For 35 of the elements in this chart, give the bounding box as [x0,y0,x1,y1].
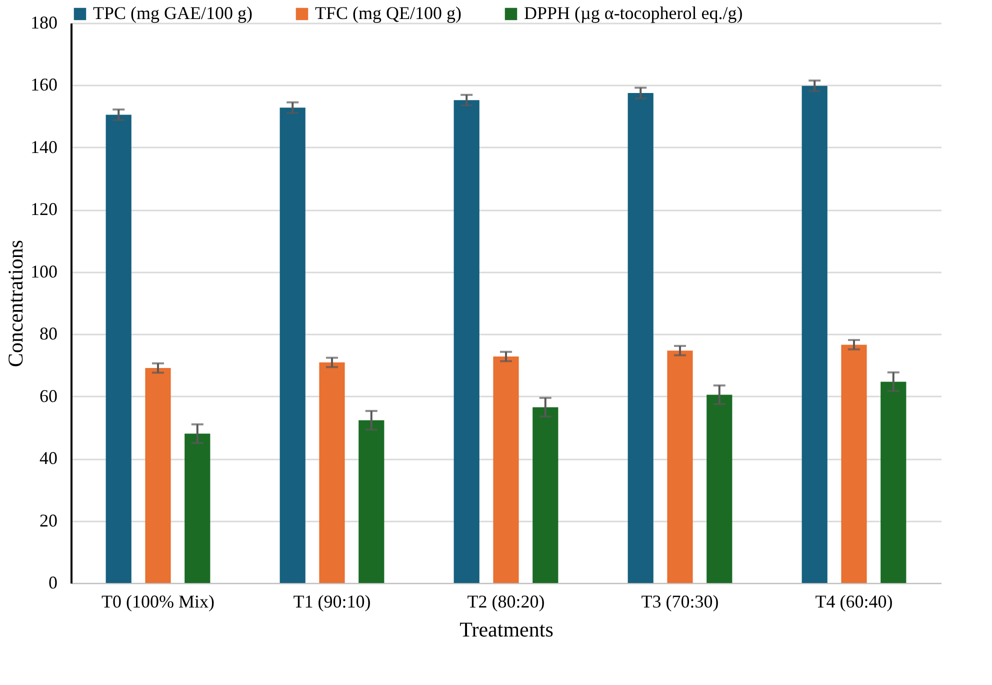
bar [802,86,828,583]
bar [841,344,867,583]
bar [358,420,384,583]
y-tick-label: 40 [40,448,58,468]
legend-label: TPC (mg GAE/100 g) [93,3,252,23]
bar [667,350,693,583]
bar [628,93,654,583]
x-tick-label: T0 (100% Mix) [102,592,214,612]
y-tick-label: 0 [48,572,58,592]
x-tick-label: T3 (70:30) [641,592,719,612]
bar [280,108,306,583]
x-axis-title: Treatments [460,618,554,642]
y-tick-label: 20 [40,510,58,530]
bar [145,368,171,583]
bar [106,114,132,583]
bar [319,362,345,583]
y-tick-label: 80 [40,324,58,344]
y-tick-label: 120 [30,199,58,220]
x-tick-label: T1 (90:10) [293,592,371,612]
y-tick-label: 140 [30,136,58,157]
legend-label: DPPH (µg α-tocopherol eq./g) [524,3,743,23]
y-tick-label: 160 [30,74,58,95]
bar [706,394,732,583]
bar [454,100,480,583]
bar [493,356,519,583]
y-tick-label: 100 [30,261,58,282]
bar [532,407,558,583]
bar [880,382,906,583]
y-tick-label: 60 [40,386,58,406]
x-tick-label: T2 (80:20) [467,592,545,612]
x-tick-label: T4 (60:40) [815,592,893,612]
legend-label: TFC (mg QE/100 g) [315,3,462,23]
y-tick-label: 180 [30,12,58,32]
bar [184,434,210,583]
y-axis-title: Concentrations [4,240,28,368]
